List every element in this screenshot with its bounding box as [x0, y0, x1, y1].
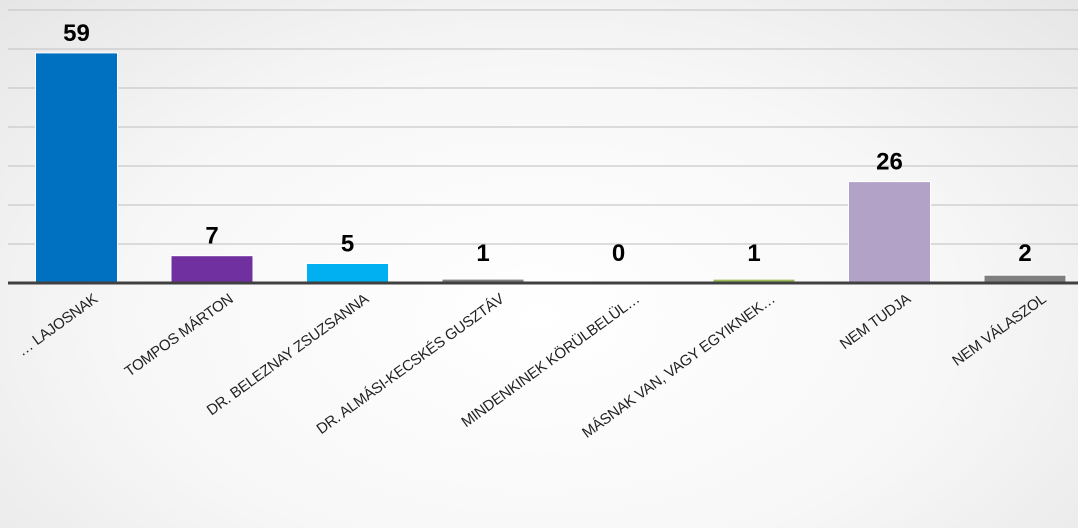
bar	[170, 255, 254, 284]
bar	[306, 263, 389, 284]
value-label: 0	[612, 240, 625, 267]
bar	[35, 52, 118, 284]
value-label: 1	[476, 240, 489, 267]
gridlines	[8, 9, 1078, 245]
value-label: 2	[1018, 240, 1031, 267]
bar	[848, 181, 931, 284]
value-label: 59	[63, 20, 90, 47]
value-label: 26	[876, 149, 903, 176]
category-label: NEM VÁLASZOL	[949, 290, 1049, 369]
category-label: … LAJOSNAK	[14, 290, 101, 359]
value-label: 7	[205, 223, 218, 250]
value-labels: 59 7 5 1 0 1 26 2	[63, 20, 1032, 267]
value-label: 5	[341, 231, 354, 258]
category-label: NEM TUDJA	[837, 290, 914, 353]
category-label: TOMPOS MÁRTON	[122, 290, 237, 380]
value-label: 1	[747, 240, 760, 267]
